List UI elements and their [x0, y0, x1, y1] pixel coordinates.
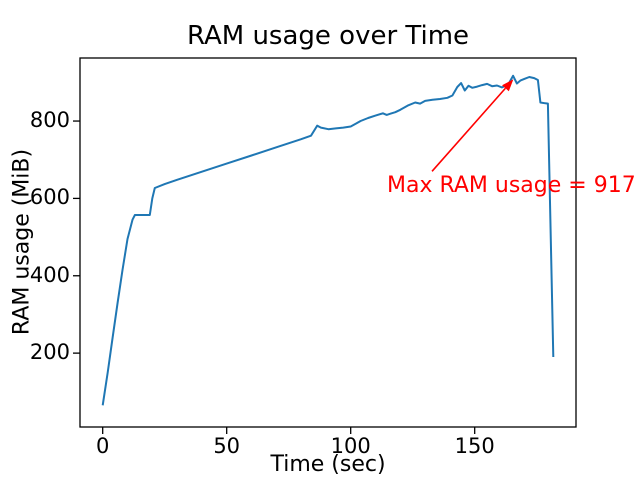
x-tick-label: 0: [96, 434, 110, 458]
x-tick-label: 50: [213, 434, 241, 458]
tick-marks: [73, 120, 476, 434]
arrow-head: [502, 79, 514, 92]
ram-usage-line: [101, 74, 555, 406]
y-tick-label: 200: [29, 340, 70, 365]
x-tick-label: 150: [454, 434, 495, 458]
annotation-arrow: [431, 79, 514, 172]
x-axis-label: Time (sec): [270, 452, 386, 477]
y-axis-label: RAM usage (MiB): [9, 148, 35, 336]
chart-title: RAM usage over Time: [186, 21, 470, 51]
arrow-shaft: [431, 87, 507, 172]
x-tick-label: 100: [330, 434, 371, 458]
y-tick-label: 400: [29, 262, 70, 287]
y-tick-label: 800: [29, 108, 70, 133]
y-tick-label: 600: [29, 185, 70, 210]
plot-border: [79, 57, 577, 428]
max-annotation: Max RAM usage = 917: [387, 173, 636, 198]
